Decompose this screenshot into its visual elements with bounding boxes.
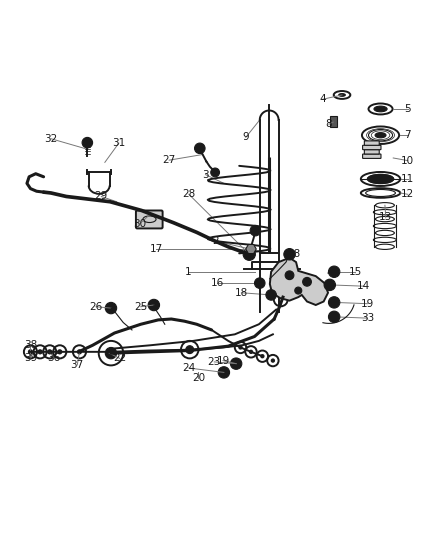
Ellipse shape (374, 133, 385, 138)
Text: 19: 19 (360, 298, 373, 309)
Text: 11: 11 (400, 174, 413, 184)
Circle shape (302, 278, 311, 286)
Text: 33: 33 (360, 313, 373, 323)
Circle shape (210, 168, 219, 177)
Circle shape (328, 297, 339, 308)
Text: 20: 20 (191, 373, 205, 383)
Text: 26: 26 (89, 302, 102, 312)
Circle shape (185, 346, 193, 353)
Text: 9: 9 (242, 132, 248, 142)
Polygon shape (245, 245, 256, 254)
Circle shape (82, 138, 92, 148)
Circle shape (248, 350, 253, 354)
Text: 39: 39 (24, 353, 37, 364)
Text: 14: 14 (357, 281, 370, 291)
Circle shape (218, 367, 229, 378)
Text: 18: 18 (234, 288, 247, 298)
Text: 37: 37 (71, 360, 84, 370)
Text: 15: 15 (348, 266, 361, 277)
Text: 38: 38 (24, 340, 37, 350)
Text: 10: 10 (400, 156, 413, 166)
Text: 19: 19 (216, 356, 229, 366)
Circle shape (294, 287, 301, 294)
Text: 30: 30 (133, 219, 146, 229)
Circle shape (57, 349, 62, 354)
Text: 29: 29 (95, 191, 108, 201)
Text: 3: 3 (202, 169, 208, 180)
Text: 4: 4 (318, 94, 325, 104)
Text: 36: 36 (47, 353, 60, 364)
Text: 13: 13 (378, 213, 392, 222)
Circle shape (105, 302, 117, 314)
Text: 31: 31 (112, 138, 125, 148)
Polygon shape (269, 258, 327, 305)
Circle shape (28, 349, 33, 354)
Text: 22: 22 (113, 353, 126, 364)
Circle shape (194, 143, 205, 154)
Text: 32: 32 (44, 134, 57, 144)
Text: 1: 1 (184, 266, 191, 277)
Text: 25: 25 (134, 302, 147, 312)
Circle shape (77, 349, 82, 354)
Text: 16: 16 (210, 278, 223, 288)
Circle shape (283, 248, 294, 260)
FancyBboxPatch shape (329, 116, 336, 127)
FancyBboxPatch shape (364, 141, 378, 146)
Circle shape (148, 300, 159, 311)
Text: 23: 23 (207, 357, 220, 367)
FancyBboxPatch shape (362, 154, 380, 158)
Circle shape (254, 278, 265, 288)
Circle shape (238, 345, 242, 350)
Circle shape (105, 348, 117, 359)
FancyBboxPatch shape (364, 150, 378, 154)
Text: 12: 12 (400, 189, 413, 199)
Circle shape (250, 225, 260, 236)
Circle shape (270, 358, 275, 363)
Ellipse shape (367, 174, 393, 183)
Circle shape (47, 349, 52, 354)
FancyBboxPatch shape (362, 146, 380, 150)
Text: 5: 5 (403, 104, 410, 114)
Circle shape (37, 349, 42, 354)
Text: 17: 17 (149, 244, 162, 254)
Ellipse shape (373, 106, 386, 112)
Circle shape (285, 271, 293, 280)
Text: 8: 8 (325, 119, 332, 130)
Circle shape (265, 290, 276, 300)
Circle shape (328, 266, 339, 278)
Text: 28: 28 (286, 249, 300, 259)
Circle shape (328, 311, 339, 322)
Ellipse shape (337, 93, 345, 97)
FancyBboxPatch shape (136, 211, 162, 229)
Text: 2: 2 (212, 236, 219, 246)
Circle shape (230, 358, 241, 369)
Circle shape (243, 248, 255, 261)
Text: 7: 7 (403, 130, 410, 140)
Text: 28: 28 (182, 189, 195, 199)
Text: 27: 27 (162, 155, 175, 165)
Text: 24: 24 (182, 363, 195, 373)
Circle shape (260, 354, 264, 358)
Circle shape (323, 279, 335, 290)
